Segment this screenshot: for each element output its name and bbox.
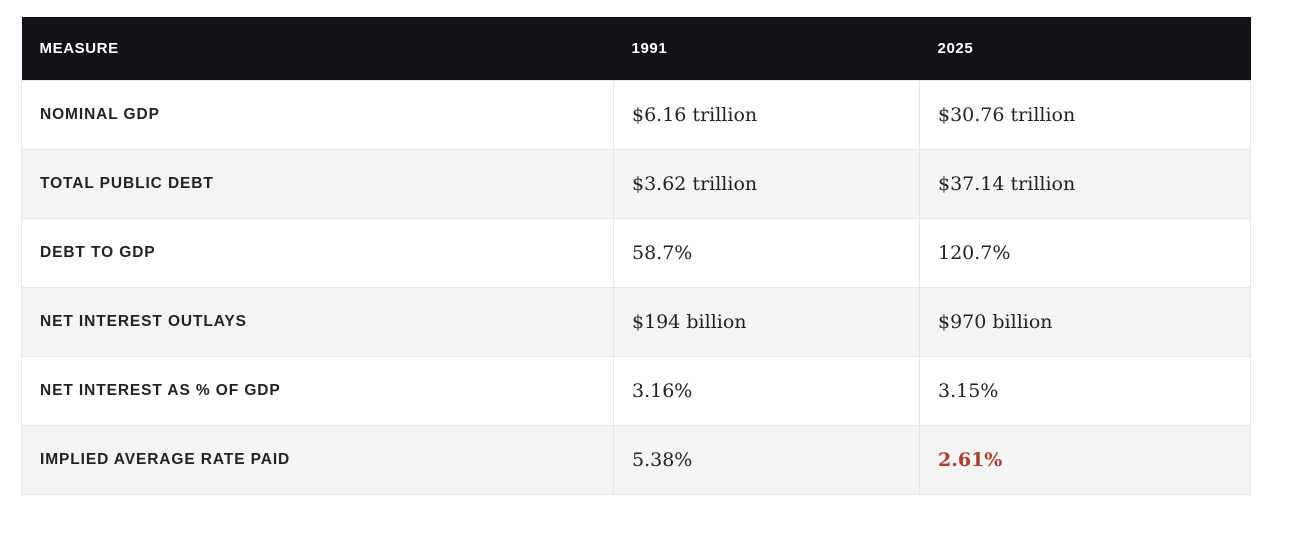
row-value-1991: 3.16% [613,355,920,426]
table-row: IMPLIED AVERAGE RATE PAID 5.38% 2.61% [21,424,1251,495]
table-row: NET INTEREST AS % OF GDP 3.16% 3.15% [21,355,1251,426]
row-value-1991: $3.62 trillion [613,148,920,219]
row-value-2025: 3.15% [919,355,1251,426]
row-value-2025: $30.76 trillion [919,79,1251,150]
row-value-2025: $37.14 trillion [919,148,1251,219]
debt-comparison-table: MEASURE 1991 2025 NOMINAL GDP $6.16 tril… [21,17,1251,495]
row-value-1991: $194 billion [613,286,920,357]
row-value-1991: 5.38% [613,424,920,495]
row-measure: NET INTEREST OUTLAYS [21,286,614,357]
row-value-2025-highlighted: 2.61% [919,424,1251,495]
row-measure: TOTAL PUBLIC DEBT [21,148,614,219]
row-measure: DEBT TO GDP [21,217,614,288]
header-2025: 2025 [937,39,974,57]
table-row: DEBT TO GDP 58.7% 120.7% [21,217,1251,288]
table-row: TOTAL PUBLIC DEBT $3.62 trillion $37.14 … [21,148,1251,219]
row-measure: IMPLIED AVERAGE RATE PAID [21,424,614,495]
table-row: NET INTEREST OUTLAYS $194 billion $970 b… [21,286,1251,357]
table-header-row: MEASURE 1991 2025 [21,17,1251,80]
row-value-2025: 120.7% [919,217,1251,288]
header-1991: 1991 [631,39,668,57]
header-measure: MEASURE [39,39,119,57]
row-value-2025: $970 billion [919,286,1251,357]
row-value-1991: $6.16 trillion [613,79,920,150]
data-table-container: MEASURE 1991 2025 NOMINAL GDP $6.16 tril… [21,17,1251,495]
table-row: NOMINAL GDP $6.16 trillion $30.76 trilli… [21,79,1251,150]
row-value-1991: 58.7% [613,217,920,288]
row-measure: NOMINAL GDP [21,79,614,150]
row-measure: NET INTEREST AS % OF GDP [21,355,614,426]
